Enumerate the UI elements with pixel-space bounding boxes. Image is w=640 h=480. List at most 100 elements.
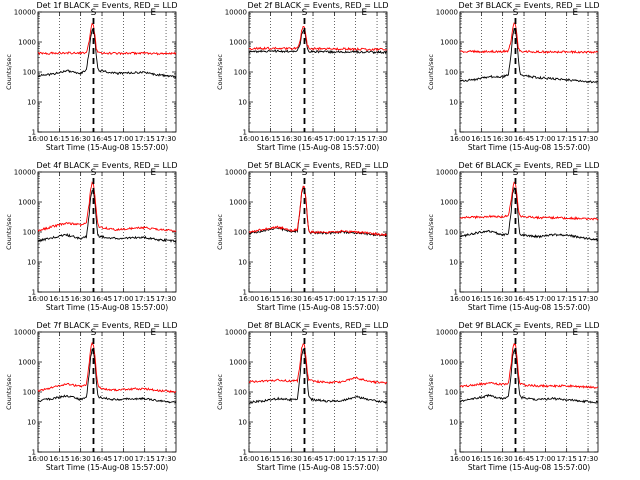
y-tick-label: 100 bbox=[234, 229, 247, 237]
x-tick-label: 16:15 bbox=[471, 135, 491, 143]
x-tick-label: 16:30 bbox=[71, 135, 91, 143]
y-tick-label: 1 bbox=[32, 289, 36, 297]
x-tick-label: 16:15 bbox=[471, 295, 491, 303]
y-tick-label: 10000 bbox=[436, 9, 458, 17]
chart-title: Det 3f BLACK = Events, RED = LLD bbox=[458, 1, 599, 10]
y-tick-label: 1000 bbox=[440, 359, 458, 367]
y-tick-label: 10 bbox=[27, 419, 36, 427]
y-tick-label: 10 bbox=[27, 99, 36, 107]
x-tick-label: 17:30 bbox=[578, 135, 598, 143]
y-tick-label: 100 bbox=[234, 69, 247, 77]
marker-label: S bbox=[513, 328, 519, 338]
y-tick-label: 1000 bbox=[18, 359, 36, 367]
marker-label: S bbox=[91, 328, 97, 338]
x-tick-label: 17:30 bbox=[367, 135, 387, 143]
plot-frame bbox=[248, 11, 388, 133]
x-tick-label: 17:30 bbox=[156, 455, 176, 463]
y-tick-label: 1 bbox=[243, 129, 247, 137]
plot-frame bbox=[37, 11, 177, 133]
x-tick-label: 16:15 bbox=[260, 135, 280, 143]
x-tick-label: 16:30 bbox=[71, 455, 91, 463]
y-tick-label: 1000 bbox=[18, 39, 36, 47]
y-tick-label: 1000 bbox=[18, 199, 36, 207]
x-tick-label: 17:15 bbox=[557, 135, 577, 143]
y-tick-label: 10000 bbox=[14, 9, 36, 17]
chart-panel: Det 7f BLACK = Events, RED = LLD 1 10 100 10… bbox=[5, 321, 178, 472]
x-tick-label: 16:15 bbox=[49, 455, 69, 463]
x-tick-label: 16:00 bbox=[239, 455, 259, 463]
y-tick-label: 100 bbox=[23, 389, 36, 397]
chart-title: Det 7f BLACK = Events, RED = LLD bbox=[36, 321, 177, 330]
chart-panel: Det 5f BLACK = Events, RED = LLD 1 10 100 10… bbox=[216, 161, 389, 312]
x-tick-label: 16:30 bbox=[282, 455, 302, 463]
x-axis-label: Start Time (15-Aug-08 15:57:00) bbox=[257, 143, 379, 152]
marker-label: E bbox=[361, 328, 367, 338]
x-tick-label: 16:00 bbox=[239, 135, 259, 143]
y-tick-label: 1 bbox=[32, 129, 36, 137]
x-tick-label: 16:00 bbox=[28, 135, 48, 143]
x-tick-label: 17:30 bbox=[156, 135, 176, 143]
x-axis-label: Start Time (15-Aug-08 15:57:00) bbox=[468, 303, 590, 312]
marker-label: S bbox=[513, 168, 519, 178]
y-tick-label: 100 bbox=[445, 229, 458, 237]
y-axis-label: Counts/sec bbox=[427, 214, 435, 250]
x-tick-label: 16:00 bbox=[450, 135, 470, 143]
x-axis-label: Start Time (15-Aug-08 15:57:00) bbox=[257, 463, 379, 472]
marker-label: E bbox=[361, 8, 367, 18]
x-tick-label: 16:45 bbox=[303, 295, 323, 303]
x-tick-label: 16:00 bbox=[239, 295, 259, 303]
y-tick-label: 10 bbox=[449, 419, 458, 427]
y-tick-label: 10 bbox=[238, 99, 247, 107]
x-tick-label: 16:45 bbox=[514, 455, 534, 463]
x-tick-label: 16:15 bbox=[260, 455, 280, 463]
chart-panel: Det 2f BLACK = Events, RED = LLD 1 10 100 10… bbox=[216, 1, 389, 152]
x-tick-label: 16:45 bbox=[303, 455, 323, 463]
x-tick-label: 17:30 bbox=[578, 455, 598, 463]
y-tick-label: 10 bbox=[27, 259, 36, 267]
series-line bbox=[248, 185, 388, 237]
x-tick-label: 16:30 bbox=[71, 295, 91, 303]
y-tick-label: 10 bbox=[449, 99, 458, 107]
marker-label: E bbox=[572, 328, 578, 338]
y-tick-label: 1 bbox=[454, 449, 458, 457]
x-tick-label: 17:15 bbox=[557, 295, 577, 303]
chart-panel: Det 4f BLACK = Events, RED = LLD 1 10 100 10… bbox=[5, 161, 178, 312]
x-tick-label: 17:15 bbox=[135, 295, 155, 303]
y-tick-label: 100 bbox=[23, 229, 36, 237]
x-tick-label: 16:00 bbox=[450, 295, 470, 303]
x-tick-label: 17:15 bbox=[557, 455, 577, 463]
marker-label: E bbox=[150, 328, 156, 338]
x-tick-label: 17:00 bbox=[113, 135, 133, 143]
y-tick-label: 10000 bbox=[14, 169, 36, 177]
y-tick-label: 1 bbox=[454, 129, 458, 137]
marker-label: S bbox=[302, 328, 308, 338]
y-tick-label: 1 bbox=[243, 289, 247, 297]
series-line bbox=[248, 343, 388, 385]
y-tick-label: 1 bbox=[454, 289, 458, 297]
series-line bbox=[37, 22, 177, 56]
x-tick-label: 16:30 bbox=[493, 295, 513, 303]
series-line bbox=[459, 28, 599, 84]
x-tick-label: 17:00 bbox=[324, 455, 344, 463]
x-tick-label: 17:15 bbox=[135, 455, 155, 463]
series-line bbox=[249, 29, 388, 55]
marker-label: S bbox=[513, 8, 519, 18]
plot-frame bbox=[248, 331, 388, 453]
x-tick-label: 16:30 bbox=[282, 135, 302, 143]
y-tick-label: 100 bbox=[234, 389, 247, 397]
y-axis-label: Counts/sec bbox=[216, 214, 224, 250]
y-axis-label: Counts/sec bbox=[427, 374, 435, 410]
chart-title: Det 4f BLACK = Events, RED = LLD bbox=[36, 161, 177, 170]
y-tick-label: 1000 bbox=[440, 199, 458, 207]
y-axis-label: Counts/sec bbox=[216, 54, 224, 90]
x-tick-label: 17:00 bbox=[535, 295, 555, 303]
y-tick-label: 10000 bbox=[436, 329, 458, 337]
x-axis-label: Start Time (15-Aug-08 15:57:00) bbox=[46, 143, 168, 152]
plot-frame bbox=[37, 331, 177, 453]
x-tick-label: 17:00 bbox=[324, 295, 344, 303]
x-tick-label: 16:00 bbox=[28, 295, 48, 303]
y-tick-label: 10000 bbox=[225, 169, 247, 177]
x-tick-label: 17:15 bbox=[135, 135, 155, 143]
marker-label: S bbox=[302, 8, 308, 18]
y-axis-label: Counts/sec bbox=[5, 374, 13, 410]
